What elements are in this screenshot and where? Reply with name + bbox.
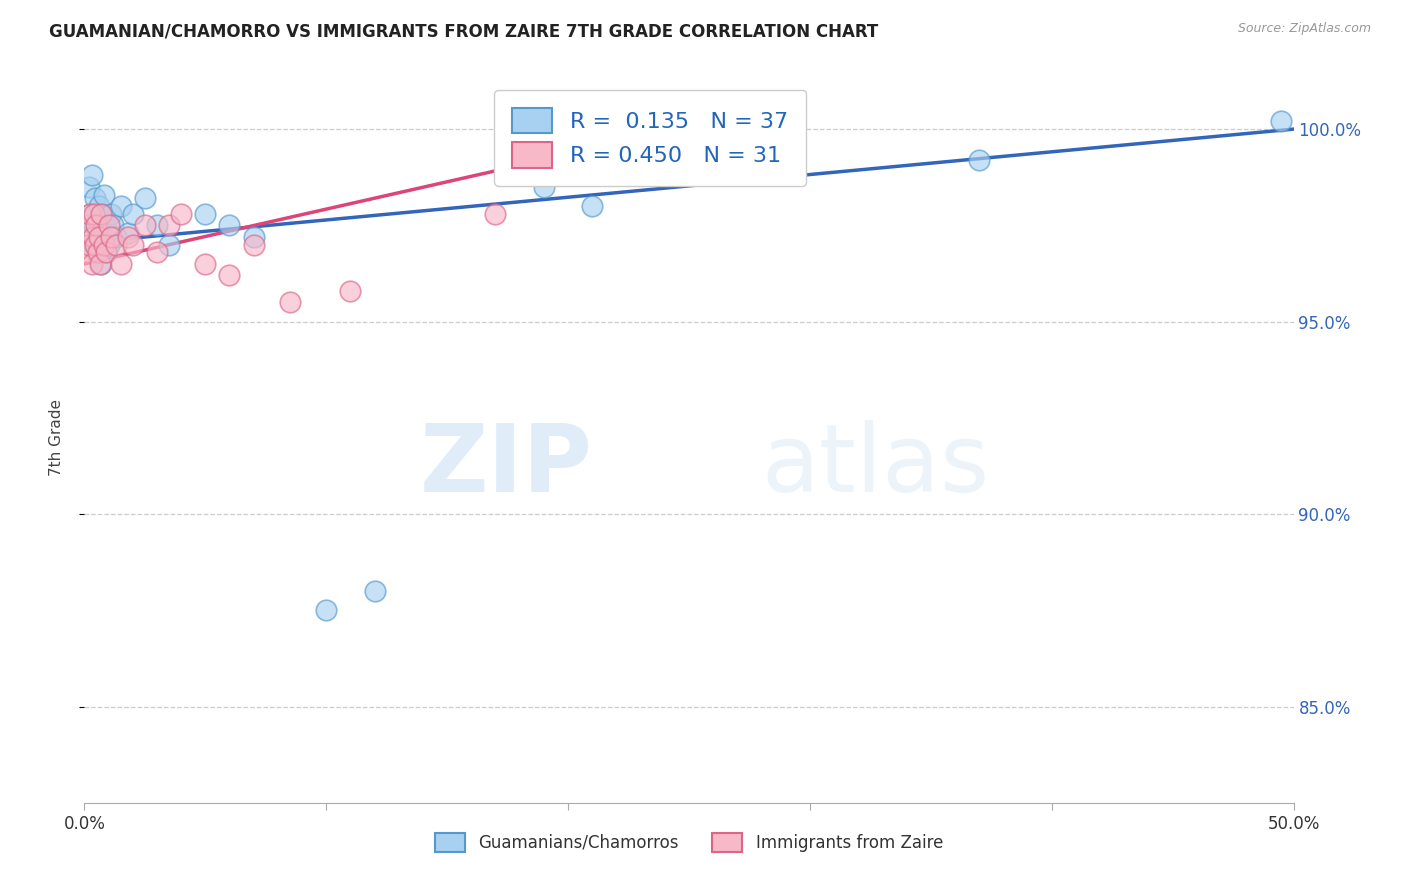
Point [117, 230, 139, 244]
Point [134, 219, 156, 233]
Point [104, 237, 127, 252]
Point [170, 207, 193, 221]
Point [77, 237, 100, 252]
Point [1270, 114, 1292, 128]
Point [82, 230, 104, 244]
Point [94, 219, 117, 233]
Point [315, 603, 337, 617]
Point [94, 245, 117, 260]
Point [581, 199, 603, 213]
Legend: Guamanians/Chamorros, Immigrants from Zaire: Guamanians/Chamorros, Immigrants from Za… [426, 824, 952, 860]
Point [218, 219, 240, 233]
Point [86, 214, 108, 228]
Point [157, 237, 180, 252]
Point [339, 284, 361, 298]
Point [80, 257, 103, 271]
Point [90, 257, 112, 271]
Point [533, 179, 555, 194]
Point [79, 207, 101, 221]
Point [80, 169, 103, 183]
Point [84, 237, 107, 252]
Text: Source: ZipAtlas.com: Source: ZipAtlas.com [1237, 22, 1371, 36]
Point [96, 230, 118, 244]
Point [90, 207, 112, 221]
Point [89, 226, 111, 240]
Point [91, 207, 114, 221]
Point [97, 237, 120, 252]
Point [87, 199, 110, 213]
Point [134, 191, 156, 205]
Point [110, 199, 132, 213]
Point [82, 237, 104, 252]
Point [83, 207, 105, 221]
Point [77, 179, 100, 194]
Point [93, 187, 115, 202]
Point [967, 153, 990, 167]
Point [278, 295, 301, 310]
Point [86, 245, 108, 260]
Point [94, 245, 117, 260]
Text: ZIP: ZIP [419, 420, 592, 512]
Point [110, 257, 132, 271]
Point [117, 226, 139, 240]
Point [242, 237, 264, 252]
Point [100, 230, 122, 244]
Text: GUAMANIAN/CHAMORRO VS IMMIGRANTS FROM ZAIRE 7TH GRADE CORRELATION CHART: GUAMANIAN/CHAMORRO VS IMMIGRANTS FROM ZA… [49, 22, 879, 40]
Point [218, 268, 240, 283]
Point [77, 230, 100, 244]
Point [104, 230, 127, 244]
Point [86, 219, 108, 233]
Point [86, 245, 108, 260]
Point [363, 584, 385, 599]
Point [242, 230, 264, 244]
Y-axis label: 7th Grade: 7th Grade [49, 399, 63, 475]
Point [121, 237, 143, 252]
Point [89, 257, 111, 271]
Point [76, 219, 98, 233]
Point [121, 207, 143, 221]
Point [157, 219, 180, 233]
Point [93, 237, 115, 252]
Point [103, 219, 125, 233]
Point [146, 219, 169, 233]
Point [100, 207, 122, 221]
Point [678, 169, 700, 183]
Point [84, 191, 107, 205]
Point [194, 207, 217, 221]
Point [484, 207, 506, 221]
Point [77, 245, 100, 260]
Point [194, 257, 217, 271]
Text: atlas: atlas [762, 420, 990, 512]
Point [97, 219, 120, 233]
Point [79, 207, 101, 221]
Point [83, 219, 105, 233]
Point [146, 245, 169, 260]
Point [87, 230, 110, 244]
